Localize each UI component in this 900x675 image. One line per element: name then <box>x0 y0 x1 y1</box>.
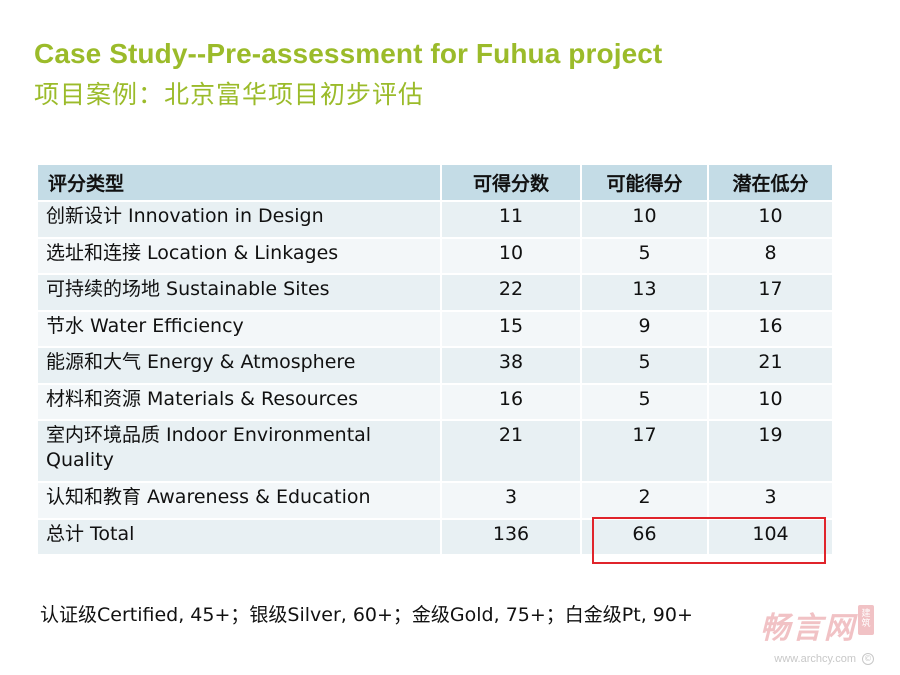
header-potential-low: 潜在低分 <box>708 165 834 202</box>
certification-levels-note: 认证级Certified, 45+；银级Silver, 60+；金级Gold, … <box>40 604 693 626</box>
row-potential-low: 10 <box>708 383 834 421</box>
table-row: 可持续的场地 Sustainable Sites 22 13 17 <box>38 274 834 312</box>
header-possible: 可能得分 <box>581 165 709 202</box>
row-possible: 5 <box>581 383 709 421</box>
table-row: 认知和教育 Awareness & Education 3 2 3 <box>38 482 834 520</box>
row-available: 10 <box>441 237 582 275</box>
row-possible: 2 <box>581 482 709 520</box>
table-row: 室内环境品质 Indoor Environmental Quality 21 1… <box>38 420 834 483</box>
table-row: 创新设计 Innovation in Design 11 10 10 <box>38 201 834 239</box>
row-category: 选址和连接 Location & Linkages <box>38 237 442 275</box>
row-available: 21 <box>441 420 582 483</box>
row-possible: 9 <box>581 310 709 348</box>
row-available: 136 <box>441 518 582 556</box>
row-potential-low: 3 <box>708 482 834 520</box>
row-potential-low: 19 <box>708 420 834 483</box>
row-category: 可持续的场地 Sustainable Sites <box>38 274 442 312</box>
row-possible: 5 <box>581 347 709 385</box>
row-category: 总计 Total <box>38 518 442 556</box>
row-category: 创新设计 Innovation in Design <box>38 201 442 239</box>
copyright-icon: © <box>862 653 874 665</box>
row-available: 22 <box>441 274 582 312</box>
site-watermark: 畅言网 建筑 www.archcy.com © <box>724 603 874 665</box>
table-row: 材料和资源 Materials & Resources 16 5 10 <box>38 383 834 421</box>
row-possible: 5 <box>581 237 709 275</box>
row-category: 认知和教育 Awareness & Education <box>38 482 442 520</box>
row-available: 15 <box>441 310 582 348</box>
watermark-url: www.archcy.com <box>774 653 856 665</box>
watermark-badge: 建筑 <box>858 605 874 635</box>
row-category: 能源和大气 Energy & Atmosphere <box>38 347 442 385</box>
row-category: 材料和资源 Materials & Resources <box>38 383 442 421</box>
row-available: 38 <box>441 347 582 385</box>
table-row: 能源和大气 Energy & Atmosphere 38 5 21 <box>38 347 834 385</box>
row-potential-low: 16 <box>708 310 834 348</box>
header-category: 评分类型 <box>38 165 442 202</box>
row-available: 11 <box>441 201 582 239</box>
row-possible: 66 <box>581 518 709 556</box>
slide-title-zh: 项目案例：北京富华项目初步评估 <box>34 80 425 109</box>
row-potential-low: 104 <box>708 518 834 556</box>
row-available: 16 <box>441 383 582 421</box>
header-available: 可得分数 <box>441 165 582 202</box>
row-potential-low: 17 <box>708 274 834 312</box>
table-total-row: 总计 Total 136 66 104 <box>38 518 834 556</box>
row-category: 节水 Water Efficiency <box>38 310 442 348</box>
score-table: 评分类型 可得分数 可能得分 潜在低分 创新设计 Innovation in D… <box>38 165 834 556</box>
row-category: 室内环境品质 Indoor Environmental Quality <box>38 420 442 483</box>
table-row: 节水 Water Efficiency 15 9 16 <box>38 310 834 348</box>
row-potential-low: 8 <box>708 237 834 275</box>
slide-title-en: Case Study--Pre-assessment for Fuhua pro… <box>34 38 663 69</box>
table-row: 选址和连接 Location & Linkages 10 5 8 <box>38 237 834 275</box>
row-possible: 13 <box>581 274 709 312</box>
table-header-row: 评分类型 可得分数 可能得分 潜在低分 <box>38 165 834 202</box>
row-potential-low: 21 <box>708 347 834 385</box>
row-possible: 10 <box>581 201 709 239</box>
watermark-logo: 畅言网 <box>760 611 856 646</box>
row-potential-low: 10 <box>708 201 834 239</box>
row-available: 3 <box>441 482 582 520</box>
row-possible: 17 <box>581 420 709 483</box>
